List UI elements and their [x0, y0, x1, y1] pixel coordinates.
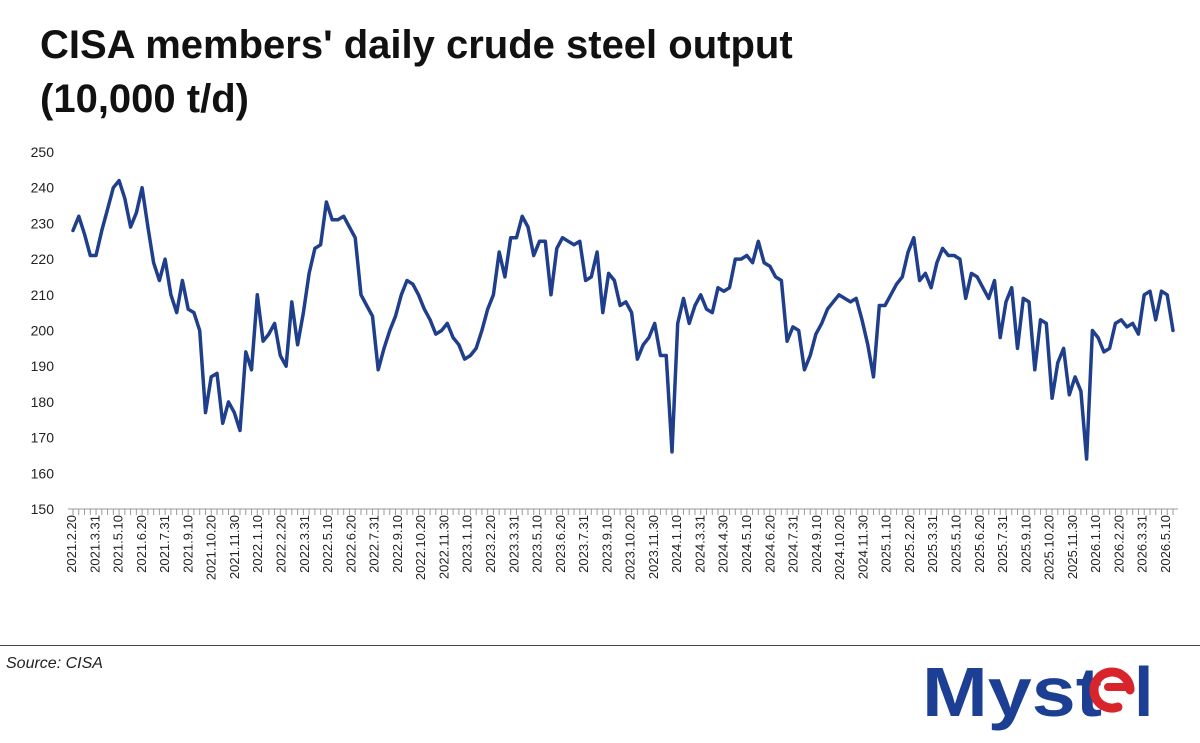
y-tick-label: 220	[31, 251, 55, 267]
x-tick-label: 2023.10.20	[623, 515, 638, 580]
x-tick-label: 2021.7.31	[157, 515, 172, 573]
x-tick-label: 2022.9.10	[390, 515, 405, 573]
x-tick-label: 2026.2.20	[1111, 515, 1126, 573]
x-tick-label: 2022.5.10	[320, 515, 335, 573]
x-tick-label: 2022.1.10	[250, 515, 265, 573]
x-tick-label: 2022.6.20	[343, 515, 358, 573]
x-tick-label: 2022.2.20	[273, 515, 288, 573]
x-tick-label: 2024.6.20	[762, 515, 777, 573]
x-tick-label: 2023.2.20	[483, 515, 498, 573]
y-axis-ticks: 150 160 170 180 190 200 210 220 230 240 250	[31, 144, 55, 517]
x-tick-label: 2022.3.31	[297, 515, 312, 573]
x-tick-label: 2022.10.20	[413, 515, 428, 580]
x-tick-label: 2025.10.20	[1042, 515, 1057, 580]
x-tick-label: 2021.3.31	[87, 515, 102, 573]
x-tick-label: 2021.11.30	[227, 515, 242, 579]
x-tick-label: 2026.1.10	[1088, 515, 1103, 573]
x-tick-label: 2024.3.31	[692, 515, 707, 573]
x-tick-label: 2025.3.31	[925, 515, 940, 573]
x-tick-label: 2025.2.20	[902, 515, 917, 573]
chart-title-line-2: (10,000 t/d)	[40, 77, 249, 121]
x-tick-label: 2024.7.31	[786, 515, 801, 573]
x-tick-label: 2025.7.31	[995, 515, 1010, 573]
x-tick-label: 2023.1.10	[460, 515, 475, 573]
x-tick-label: 2025.9.10	[1018, 515, 1033, 573]
x-axis-ticks: 2021.2.20 2021.3.31 2021.5.10 2021.6.20 2021…	[64, 509, 1174, 580]
x-tick-label: 2024.5.10	[739, 515, 754, 573]
x-tick-label: 2023.9.10	[599, 515, 614, 573]
mysteel-logo: Myst l	[922, 653, 1153, 731]
y-tick-label: 210	[31, 287, 55, 303]
x-tick-label: 2021.9.10	[180, 515, 195, 573]
footer-divider	[0, 645, 1200, 646]
x-tick-label: 2026.5.10	[1158, 515, 1173, 573]
x-tick-label: 2023.3.31	[506, 515, 521, 573]
x-tick-label: 2025.11.30	[1065, 515, 1080, 579]
source-note: Source: CISA	[6, 655, 103, 672]
x-tick-label: 2025.5.10	[949, 515, 964, 573]
x-tick-label: 2024.9.10	[809, 515, 824, 573]
svg-text:l: l	[1134, 653, 1153, 731]
y-tick-label: 200	[31, 323, 55, 339]
y-tick-label: 250	[31, 144, 55, 160]
x-tick-label: 2025.6.20	[972, 515, 987, 573]
x-tick-label: 2021.5.10	[111, 515, 126, 573]
x-tick-label: 2022.11.30	[436, 515, 451, 579]
chart-title: CISA members' daily crude steel output (…	[40, 18, 1140, 126]
series-layer	[71, 178, 1175, 461]
x-tick-label: 2024.10.20	[832, 515, 847, 580]
x-tick-label: 2023.6.20	[553, 515, 568, 573]
y-tick-label: 240	[31, 180, 55, 196]
y-tick-label: 190	[31, 358, 55, 374]
y-tick-label: 160	[31, 465, 55, 481]
x-tick-label: 2026.3.31	[1135, 515, 1150, 573]
chart-title-line-1: CISA members' daily crude steel output	[40, 23, 793, 67]
x-tick-label: 2023.7.31	[576, 515, 591, 573]
line-chart: 150 160 170 180 190 200 210 220 230 240 250 2021.2…	[31, 144, 1178, 580]
svg-text:Myst: Myst	[922, 653, 1102, 731]
y-tick-label: 180	[31, 394, 55, 410]
y-tick-label: 150	[31, 501, 55, 517]
x-tick-label: 2021.10.20	[204, 515, 219, 580]
logo-swirl-e	[1089, 667, 1135, 713]
x-tick-label: 2022.7.31	[367, 515, 382, 573]
x-tick-label: 2023.11.30	[646, 515, 661, 579]
y-tick-label: 230	[31, 215, 55, 231]
x-tick-label: 2024.4.30	[716, 515, 731, 573]
x-tick-label: 2021.2.20	[64, 515, 79, 573]
series-line	[71, 178, 1175, 461]
x-tick-label: 2024.1.10	[669, 515, 684, 573]
y-tick-label: 170	[31, 430, 55, 446]
x-tick-label: 2024.11.30	[855, 515, 870, 579]
x-tick-label: 2025.1.10	[879, 515, 894, 573]
x-tick-label: 2023.5.10	[530, 515, 545, 573]
x-tick-label: 2021.6.20	[134, 515, 149, 573]
